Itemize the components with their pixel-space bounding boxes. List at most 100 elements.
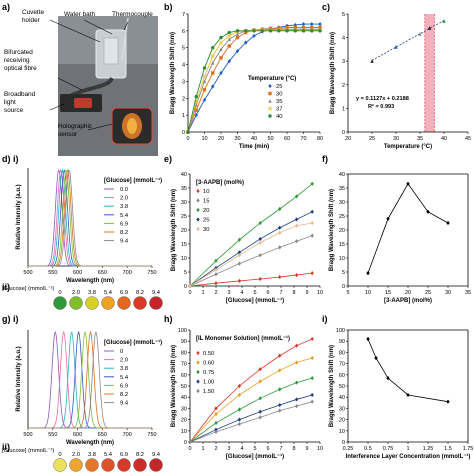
svg-text:holder: holder <box>22 17 41 24</box>
f-point-2 <box>406 181 410 186</box>
g-spectrum-9.4 <box>28 331 152 429</box>
d-spectrum-2.0 <box>28 168 152 267</box>
b-x-tick-label-7: 70 <box>300 136 306 142</box>
b-x-tick-label-0: 0 <box>186 136 189 142</box>
panel-label-c: c) <box>322 2 330 12</box>
swatches_d-swatch-label-3: 5.4 <box>104 290 113 296</box>
c-x-tick-label-3: 35 <box>417 136 423 142</box>
b-point-40-7 <box>244 29 248 33</box>
f-y-tick-label-0: 0 <box>342 284 345 290</box>
label-fibre: Bifurcated <box>4 49 33 56</box>
e-point-10-5 <box>294 272 299 278</box>
b-point-25-14 <box>301 22 306 27</box>
b-point-25-3 <box>211 84 215 89</box>
swatches_g-swatch-label-0: 0 <box>58 452 61 458</box>
swatch-row-d: [Glucose] (mmolL⁻¹) 0 2.0 3.8 5.4 6.9 8.2 9.4 <box>2 286 163 310</box>
b-point-40-15 <box>310 29 314 33</box>
d-spectrum-5.4 <box>28 169 152 267</box>
f-x-tick-label-6: 35 <box>465 290 471 296</box>
b-point-40-0 <box>186 130 190 134</box>
d-legend-label-5.4: 5.4 <box>120 213 129 219</box>
h-point-0.60-6 <box>310 355 314 361</box>
b-point-37-3 <box>210 54 215 59</box>
swatches_d-swatch-label-6: 9.4 <box>152 290 161 296</box>
b-point-30-2 <box>202 88 207 92</box>
b-point-35-4 <box>219 47 223 52</box>
b-legend-label-35: 35 <box>276 99 282 105</box>
svg-text:sensor: sensor <box>58 131 78 138</box>
swatches_d-swatch-3 <box>101 296 115 310</box>
h-point-0.75-4 <box>278 387 282 392</box>
h-point-0.50-2 <box>237 383 242 389</box>
swatches_d-swatch-label-5: 8.2 <box>136 290 144 296</box>
e-legend-marker-10 <box>196 188 200 194</box>
e-point-15-3 <box>258 253 262 258</box>
g-legend-label-0: 0 <box>120 349 123 355</box>
h-point-1.00-3 <box>258 409 262 414</box>
label-light-source: Broadband <box>4 91 36 98</box>
b-point-30-4 <box>219 56 223 60</box>
g-legend-label-9.4: 9.4 <box>120 401 129 407</box>
f-y-tick-label-2: 10 <box>339 256 345 262</box>
b-point-40-4 <box>219 35 223 40</box>
h-legend-marker-0.50 <box>196 350 200 356</box>
b-point-25-16 <box>318 22 322 27</box>
e-point-25-5 <box>294 217 299 222</box>
e-point-10-1 <box>214 281 218 286</box>
h-point-0.50-1 <box>214 406 218 411</box>
g-x-tick-label-5: 750 <box>147 432 156 438</box>
i-y-tick-label-6: 60 <box>339 373 345 379</box>
h-legend-marker-1.50 <box>196 388 200 394</box>
h-point-0.50-3 <box>258 367 262 372</box>
h-point-0.50-5 <box>294 343 299 348</box>
f-y-tick-label-4: 20 <box>339 228 345 234</box>
g-legend-label-5.4: 5.4 <box>120 375 129 381</box>
g-x-axis-label: Wavelength (nm) <box>66 440 114 446</box>
h-y-tick-label-9: 90 <box>181 339 187 345</box>
svg-text:light: light <box>4 99 16 106</box>
e-legend-label-10: 10 <box>203 189 209 195</box>
f-point-4 <box>446 220 450 226</box>
c-highlight-band <box>424 14 435 132</box>
e-legend-label-25: 25 <box>203 218 209 224</box>
b-x-tick-label-3: 30 <box>234 136 240 142</box>
c-x-tick-label-4: 40 <box>441 136 447 142</box>
i-y-tick-label-8: 80 <box>339 350 345 356</box>
c-x-tick-label-0: 20 <box>345 136 351 142</box>
c-y-tick-label-5: 5 <box>342 12 345 18</box>
i-y-tick-label-5: 50 <box>339 384 345 390</box>
b-point-40-3 <box>211 46 215 50</box>
e-legend-marker-15 <box>196 198 200 203</box>
e-point-15-2 <box>237 261 242 266</box>
g-x-tick-label-1: 550 <box>48 432 57 438</box>
e-point-10-3 <box>258 276 262 282</box>
swatches_d-swatch-label-4: 6.9 <box>120 290 128 296</box>
g-x-tick-label-0: 500 <box>23 432 32 438</box>
thermocouple <box>121 17 129 61</box>
c-r2: R² = 0.993 <box>368 103 394 110</box>
b-y-tick-label-5: 5 <box>182 46 185 52</box>
swatches_g-swatch-label-3: 5.4 <box>104 452 113 458</box>
e-point-25-2 <box>237 250 242 255</box>
b-point-25-6 <box>235 48 240 54</box>
d-spectrum-6.9 <box>28 169 152 267</box>
swatches_d-swatch-label-2: 3.8 <box>88 290 96 296</box>
b-point-40-16 <box>318 29 322 33</box>
e-x-tick-label-1: 1 <box>201 290 204 296</box>
chart-b: 0 10 20 30 40 50 60 70 80 0 1 2 3 4 5 6 7 Time (min) Bragg… <box>170 12 323 150</box>
d-x-tick-label-2: 600 <box>73 270 82 276</box>
h-x-axis-label: [Glucose] (mmolL⁻¹) <box>226 453 284 460</box>
f-point-0 <box>366 271 370 276</box>
b-y-tick-label-6: 6 <box>182 29 185 35</box>
h-x-tick-label-9: 9 <box>305 446 308 452</box>
h-legend-marker-0.75 <box>196 369 200 375</box>
b-legend-marker-35 <box>268 99 272 103</box>
i-x-tick-label-1: 0.5 <box>364 446 372 452</box>
b-legend-marker-40 <box>268 114 272 118</box>
b-point-37-4 <box>218 40 224 45</box>
b-point-25-1 <box>194 113 198 118</box>
i-x-tick-label-2: 0.75 <box>383 446 394 452</box>
b-x-tick-label-4: 40 <box>251 136 257 142</box>
chart-h: 0 1 2 3 4 5 6 7 8 9 100102030405060708090100[Gluco… <box>171 328 323 460</box>
